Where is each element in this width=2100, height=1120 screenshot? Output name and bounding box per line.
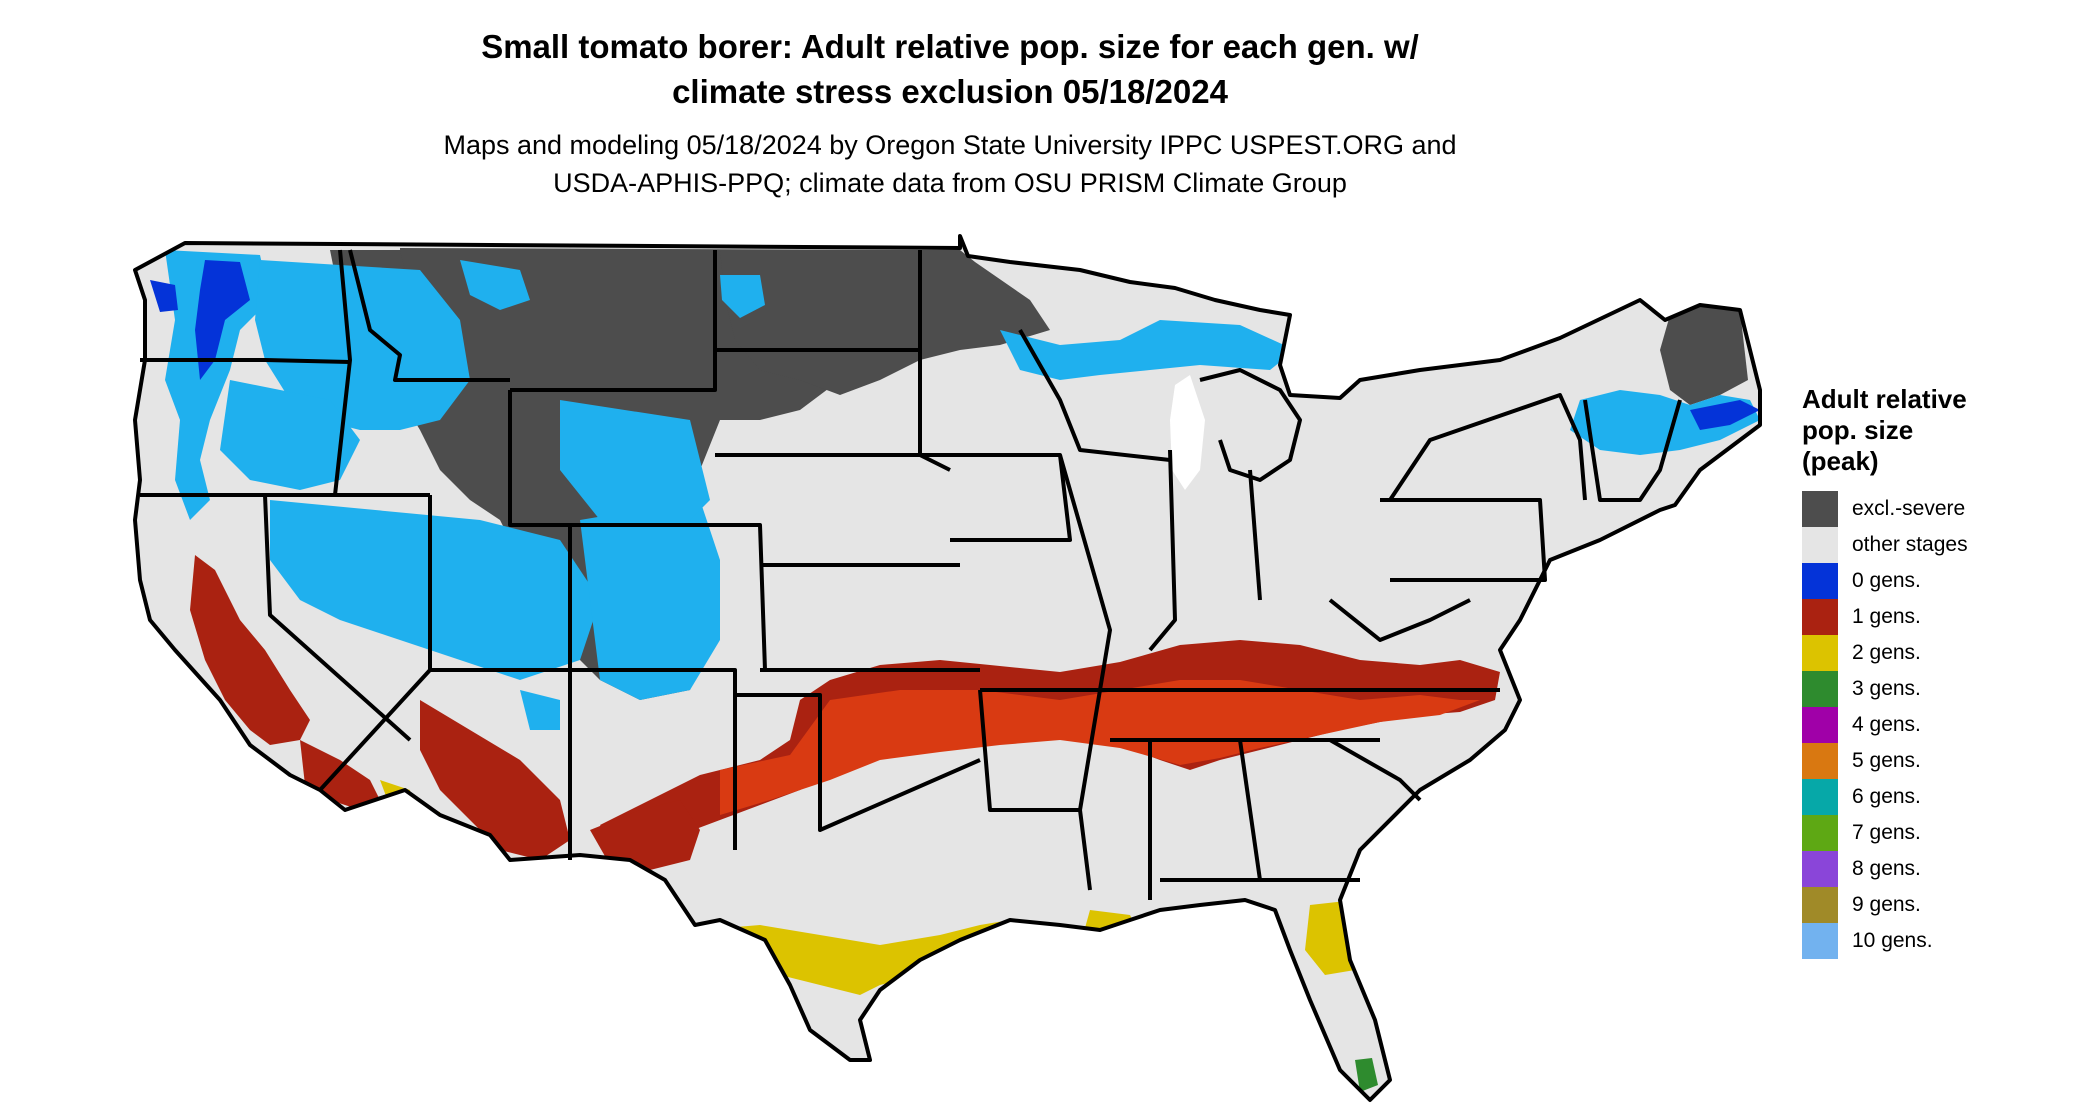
new-mexico-red	[590, 800, 700, 870]
legend-swatch	[1802, 527, 1838, 563]
border-new-england	[1583, 399, 1682, 502]
wyoming-blue	[560, 400, 710, 520]
legend-swatch	[1802, 707, 1838, 743]
montana-north-blue	[460, 260, 530, 310]
border-id-mt	[348, 249, 510, 382]
legend-label: 8 gens.	[1852, 857, 1921, 880]
legend-swatch	[1802, 671, 1838, 707]
legend-label: 4 gens.	[1852, 713, 1921, 736]
legend-swatch	[1802, 635, 1838, 671]
border-mt-wy	[510, 250, 717, 392]
maine-excluded	[1660, 300, 1748, 405]
legend-item: excl.-severe	[1802, 491, 2072, 527]
legend-item: 0 gens.	[1802, 563, 2072, 599]
legend-label: excl.-severe	[1852, 497, 1966, 520]
border-ar-la	[978, 689, 1080, 812]
legend-swatch	[1802, 743, 1838, 779]
border-az-nm	[430, 668, 737, 850]
lake-michigan	[1170, 375, 1205, 490]
legend-label: 3 gens.	[1852, 677, 1921, 700]
border-al-ga	[1238, 739, 1262, 881]
border-wy-co	[508, 390, 700, 527]
legend-label: 1 gens.	[1852, 605, 1921, 628]
california-red-band	[190, 555, 310, 745]
south-florida-green	[1355, 1058, 1378, 1092]
legend-swatch	[1802, 815, 1838, 851]
border-ny	[1388, 393, 1587, 502]
legend-swatch	[1802, 563, 1838, 599]
state-boundaries	[133, 234, 1762, 1102]
legend-title-line-1: Adult relative	[1802, 384, 1967, 414]
legend-item: 1 gens.	[1802, 599, 2072, 635]
legend-item: 3 gens.	[1802, 671, 2072, 707]
legend-item: 7 gens.	[1802, 815, 2072, 851]
border-wa-or	[140, 358, 351, 364]
border-ca-nv-diagonal	[263, 494, 412, 742]
border-mississippi-river	[1058, 454, 1112, 891]
legend-item: 5 gens.	[1802, 743, 2072, 779]
border-il-in	[1148, 449, 1177, 652]
title-line-1: Small tomato borer: Adult relative pop. …	[481, 28, 1419, 65]
legend-label: 9 gens.	[1852, 893, 1921, 916]
legend-swatch	[1802, 923, 1838, 959]
nd-blue-patch	[720, 275, 765, 318]
legend-swatch	[1802, 851, 1838, 887]
border-co-nm-ks	[700, 523, 767, 671]
legend-title: Adult relative pop. size (peak)	[1802, 384, 2062, 477]
border-ga-sc	[1329, 738, 1422, 802]
legend-label: 6 gens.	[1852, 785, 1921, 808]
border-ia-mo	[920, 453, 1072, 542]
southern-red-band-orange	[720, 680, 1480, 815]
south-utah-blue	[520, 690, 560, 730]
border-wi	[1018, 329, 1171, 462]
legend-item: other stages	[1802, 527, 2072, 563]
us-map	[133, 234, 1762, 1102]
border-in-oh	[1248, 469, 1262, 601]
map-title: Small tomato borer: Adult relative pop. …	[0, 24, 1900, 114]
great-lakes-blue	[1000, 320, 1295, 380]
subtitle-line-1: Maps and modeling 05/18/2024 by Oregon S…	[443, 130, 1457, 160]
zero-gens-regions	[150, 250, 1760, 730]
border-ok-tx	[735, 693, 981, 832]
border-mi-lower	[1199, 368, 1302, 482]
minnesota-excluded	[720, 250, 1050, 395]
legend-label: 10 gens.	[1852, 929, 1933, 952]
cascades-dark-blue	[195, 260, 250, 380]
legend-label: 2 gens.	[1852, 641, 1921, 664]
maine-coast-dark-blue	[1690, 400, 1760, 430]
oregon-blue	[220, 380, 360, 490]
legend-item: 2 gens.	[1802, 635, 2072, 671]
legend-label: 7 gens.	[1852, 821, 1921, 844]
border-wv-va	[1328, 598, 1471, 642]
great-basin-blue	[270, 500, 600, 680]
legend-label: other stages	[1852, 533, 1968, 556]
legend-title-line-3: (peak)	[1802, 446, 1879, 476]
legend-item: 4 gens.	[1802, 707, 2072, 743]
legend-item: 6 gens.	[1802, 779, 2072, 815]
border-pa	[1380, 498, 1547, 582]
legend-label: 0 gens.	[1852, 569, 1921, 592]
legend: Adult relative pop. size (peak) excl.-se…	[1802, 384, 2072, 959]
title-line-2: climate stress exclusion 05/18/2024	[672, 73, 1228, 110]
legend-swatch	[1802, 779, 1838, 815]
legend-item: 8 gens.	[1802, 851, 2072, 887]
subtitle-line-2: USDA-APHIS-PPQ; climate data from OSU PR…	[553, 168, 1347, 198]
legend-swatch	[1802, 887, 1838, 923]
legend-rows: excl.-severe other stages 0 gens. 1 gens. 2 …	[1802, 491, 2072, 959]
map-subtitle: Maps and modeling 05/18/2024 by Oregon S…	[0, 126, 1900, 202]
legend-swatch	[1802, 491, 1838, 527]
arizona-red	[420, 700, 570, 860]
legend-item: 9 gens.	[1802, 887, 2072, 923]
legend-swatch	[1802, 599, 1838, 635]
legend-title-line-2: pop. size	[1802, 415, 1914, 445]
border-idaho	[333, 249, 352, 496]
legend-item: 10 gens.	[1802, 923, 2072, 959]
legend-label: 5 gens.	[1852, 749, 1921, 772]
water-patches	[1170, 375, 1205, 490]
south-texas-yellow	[700, 920, 1020, 995]
pacific-northwest-blue	[165, 250, 270, 520]
washington-coast-blue	[150, 280, 178, 312]
idaho-blue	[255, 260, 470, 430]
colorado-rockies-blue	[580, 500, 720, 700]
